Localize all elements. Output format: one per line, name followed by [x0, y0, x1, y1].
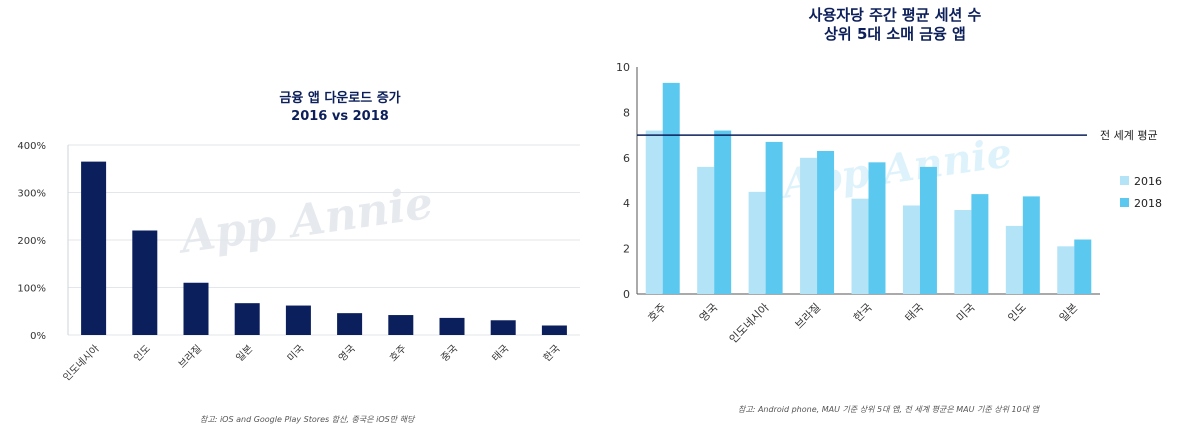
y-tick-label: 400%	[17, 141, 46, 152]
bar-2018	[919, 166, 937, 294]
downloads-chart-title-text: 금융 앱 다운로드 증가	[279, 91, 401, 106]
bar-2016	[1005, 225, 1023, 294]
bar	[81, 161, 107, 335]
x-tick-label: 영국	[697, 301, 721, 325]
bar	[490, 320, 516, 335]
bar-2016	[748, 191, 766, 294]
x-tick-label: 중국	[439, 343, 461, 365]
bar-2016	[1057, 246, 1075, 294]
bar	[388, 315, 414, 335]
x-tick-label: 호주	[387, 343, 409, 365]
bar	[337, 313, 363, 335]
sessions-chart-subtitle: 상위 5대 소매 금융 앱	[824, 25, 966, 43]
bar	[234, 303, 260, 335]
bar-2018	[1022, 196, 1040, 294]
sessions-chart-title: 사용자당 주간 평균 세션 수 상위 5대 소매 금융 앱	[745, 6, 1045, 44]
bar-2018	[765, 141, 783, 294]
bar	[285, 305, 311, 335]
legend-swatch	[1120, 198, 1129, 207]
y-tick-label: 0%	[30, 331, 46, 342]
sessions-grouped-bar-chart: 0 2 4 6 8 10 호주 영국 인도네시아 브라질 한국 태국 미국 인도 일본 전 세계 평균 2016…	[616, 61, 1162, 346]
bar-2018	[971, 194, 989, 294]
legend-label: 2016	[1134, 175, 1162, 188]
x-tick-label: 인도네시아	[727, 301, 772, 346]
x-tick-label: 호주	[645, 301, 669, 325]
x-tick-label: 미국	[285, 343, 307, 365]
x-tick-label: 한국	[851, 301, 875, 325]
bar-2018	[868, 162, 886, 294]
bar-2018	[817, 150, 835, 294]
bar-2016	[697, 166, 715, 294]
sessions-chart-title-text: 사용자당 주간 평균 세션 수	[808, 6, 982, 24]
bar	[439, 317, 465, 335]
downloads-chart-subtitle: 2016 vs 2018	[291, 109, 389, 124]
x-tick-label: 인도	[131, 343, 153, 365]
y-tick-label: 4	[623, 197, 630, 210]
x-tick-label: 브라질	[793, 301, 824, 332]
x-tick-label: 일본	[1056, 300, 1080, 324]
y-tick-label: 10	[616, 61, 630, 74]
y-tick-label: 8	[623, 106, 630, 119]
bar-2016	[645, 130, 663, 294]
x-tick-label: 인도	[1005, 301, 1029, 325]
sessions-chart-panel: 사용자당 주간 평균 세션 수 상위 5대 소매 금융 앱 App Annie …	[590, 0, 1177, 430]
y-tick-label: 2	[623, 243, 630, 256]
y-tick-label: 300%	[17, 189, 46, 200]
bar-2016	[902, 205, 920, 294]
bar	[183, 282, 209, 335]
downloads-bar-chart: 0% 100% 200% 300% 400% 인도네시아 인도 브라질 일본 미국 영국 호주 중국 태국…	[17, 141, 580, 384]
sessions-chart-note: 참고: Android phone, MAU 기준 상위 5대 앱, 전 세계 …	[738, 405, 1039, 414]
downloads-chart-note: 참고: iOS and Google Play Stores 합산, 중국은 i…	[200, 415, 415, 424]
x-tick-label: 영국	[336, 343, 358, 365]
bar	[132, 230, 158, 335]
bar-2016	[954, 210, 972, 294]
bar-2018	[714, 130, 732, 294]
legend-label: 2018	[1134, 197, 1162, 210]
bar	[541, 325, 567, 335]
legend-swatch	[1120, 176, 1129, 185]
x-tick-label: 한국	[541, 343, 563, 365]
x-tick-label: 태국	[490, 343, 512, 365]
x-tick-label: 일본	[234, 343, 256, 365]
x-tick-label: 브라질	[176, 343, 204, 371]
x-tick-label: 인도네시아	[61, 343, 102, 384]
bar-2018	[1074, 239, 1092, 294]
y-tick-label: 0	[623, 288, 630, 301]
global-average-label: 전 세계 평균	[1100, 129, 1158, 142]
x-tick-label: 태국	[903, 301, 927, 325]
downloads-chart-panel: 금융 앱 다운로드 증가 2016 vs 2018 App Annie 0% 10…	[17, 90, 580, 424]
downloads-chart-title: 금융 앱 다운로드 증가 2016 vs 2018	[170, 90, 510, 126]
y-tick-label: 6	[623, 152, 630, 165]
bar-2018	[662, 82, 680, 294]
x-tick-label: 미국	[954, 301, 978, 325]
y-tick-label: 200%	[17, 236, 46, 247]
bar-2016	[800, 157, 818, 294]
bar-2016	[851, 198, 869, 294]
y-tick-label: 100%	[17, 284, 46, 295]
